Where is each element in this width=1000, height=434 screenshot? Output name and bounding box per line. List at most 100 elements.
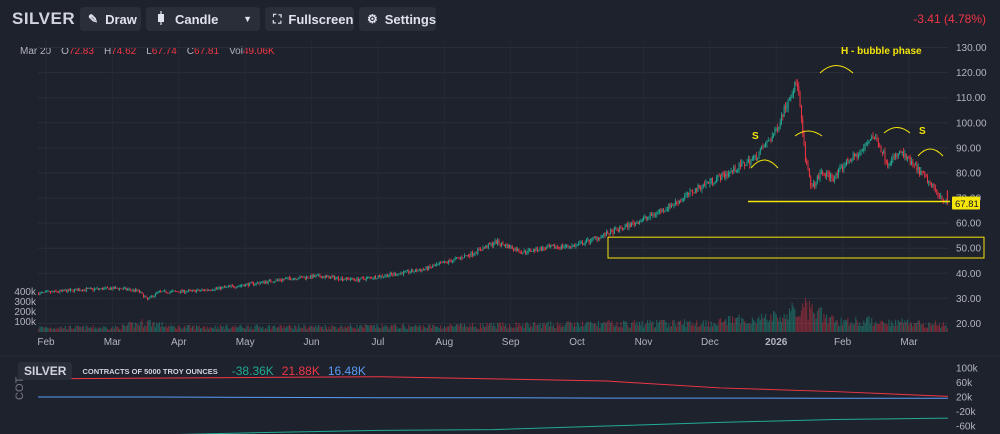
- candle-body: [802, 118, 804, 134]
- candle-body: [369, 277, 371, 278]
- candle-body: [899, 151, 901, 154]
- candle-body: [319, 274, 321, 277]
- volume-bar: [849, 323, 852, 332]
- volume-bar: [543, 322, 545, 332]
- candle-body: [136, 289, 138, 291]
- candle-body: [928, 181, 930, 184]
- volume-bar: [336, 329, 338, 332]
- volume-bar: [751, 317, 753, 332]
- volume-bar: [826, 314, 828, 332]
- volume-bar: [116, 327, 118, 332]
- candle-body: [89, 288, 91, 289]
- candle-body: [783, 106, 785, 117]
- candle-body: [124, 287, 126, 289]
- volume-bar: [799, 316, 801, 332]
- candle-body: [909, 157, 911, 165]
- volume-bar: [531, 327, 533, 332]
- candle-body: [657, 212, 659, 213]
- candle-body: [453, 258, 455, 261]
- volume-bar: [702, 320, 704, 332]
- candle-body: [391, 273, 392, 275]
- volume-bar: [670, 326, 672, 332]
- volume-bar: [718, 319, 720, 332]
- volume-bar: [300, 327, 302, 332]
- candle-body: [560, 245, 562, 249]
- candle-body: [897, 153, 899, 157]
- time-tick-label: Nov: [635, 337, 653, 348]
- candle-body: [904, 153, 906, 157]
- candle-body: [70, 289, 71, 291]
- candle-body: [867, 142, 869, 144]
- candle-body: [249, 282, 251, 286]
- volume-bar: [181, 329, 183, 332]
- candle-body: [672, 205, 674, 206]
- chart-type-select[interactable]: Candle ▼: [146, 7, 260, 31]
- candle-body: [751, 158, 753, 161]
- fullscreen-button[interactable]: ⛶ Fullscreen: [265, 7, 354, 31]
- candle-body: [572, 245, 574, 247]
- candle-body: [267, 280, 269, 284]
- candle-body: [827, 172, 829, 174]
- volume-bar: [612, 324, 614, 332]
- volume-bar: [936, 325, 938, 332]
- volume-bar: [379, 328, 381, 332]
- volume-bar: [186, 325, 188, 332]
- volume-bar: [562, 325, 564, 332]
- candle-body: [292, 278, 294, 280]
- volume-bar: [905, 322, 907, 332]
- candle-body: [501, 242, 503, 245]
- gear-icon: ⚙: [367, 12, 378, 26]
- candle-body: [426, 266, 428, 270]
- volume-bar: [555, 328, 557, 332]
- volume-bar: [645, 324, 647, 332]
- candle-body: [578, 243, 580, 245]
- volume-bar: [458, 325, 460, 332]
- candle-body: [217, 287, 219, 289]
- volume-bar: [424, 326, 426, 332]
- candle-body: [145, 296, 147, 298]
- volume-bar: [288, 324, 290, 332]
- candle-body: [169, 291, 171, 294]
- volume-bar: [522, 324, 524, 332]
- candle-body: [481, 250, 483, 251]
- volume-bar: [831, 314, 833, 332]
- draw-button[interactable]: ✎ Draw: [80, 7, 141, 31]
- candle-body: [103, 288, 105, 290]
- volume-bar: [574, 322, 576, 332]
- candle-body: [795, 82, 797, 85]
- volume-bar: [509, 324, 511, 332]
- candle-body: [678, 200, 680, 204]
- volume-bar: [469, 324, 471, 332]
- candle-body: [905, 153, 907, 159]
- candle-body: [231, 285, 233, 287]
- candle-body: [458, 257, 460, 259]
- volume-bar: [296, 329, 298, 332]
- volume-bar: [150, 326, 152, 332]
- volume-bar: [771, 320, 773, 332]
- candle-body: [633, 222, 635, 225]
- volume-bar: [174, 327, 176, 332]
- volume-bar: [76, 325, 78, 332]
- volume-bar: [268, 325, 271, 332]
- volume-bar: [448, 326, 450, 332]
- candle-body: [245, 284, 247, 287]
- candle-body: [754, 155, 756, 157]
- candle-body: [299, 276, 301, 279]
- volume-bar: [892, 323, 894, 332]
- volume-bar: [206, 326, 208, 332]
- candle-body: [720, 175, 721, 181]
- volume-bar: [735, 317, 737, 332]
- volume-bar: [912, 326, 914, 332]
- volume-bar: [254, 325, 256, 332]
- volume-bar: [544, 324, 546, 332]
- volume-bar: [170, 324, 172, 332]
- candle-body: [170, 291, 172, 292]
- volume-bar: [788, 308, 791, 332]
- cot-tick-label: 60k: [956, 378, 973, 389]
- candle-body: [461, 257, 463, 259]
- candle-body: [437, 263, 439, 265]
- settings-button[interactable]: ⚙ Settings: [359, 7, 436, 31]
- candle-body: [792, 91, 794, 95]
- volume-bar: [368, 325, 370, 332]
